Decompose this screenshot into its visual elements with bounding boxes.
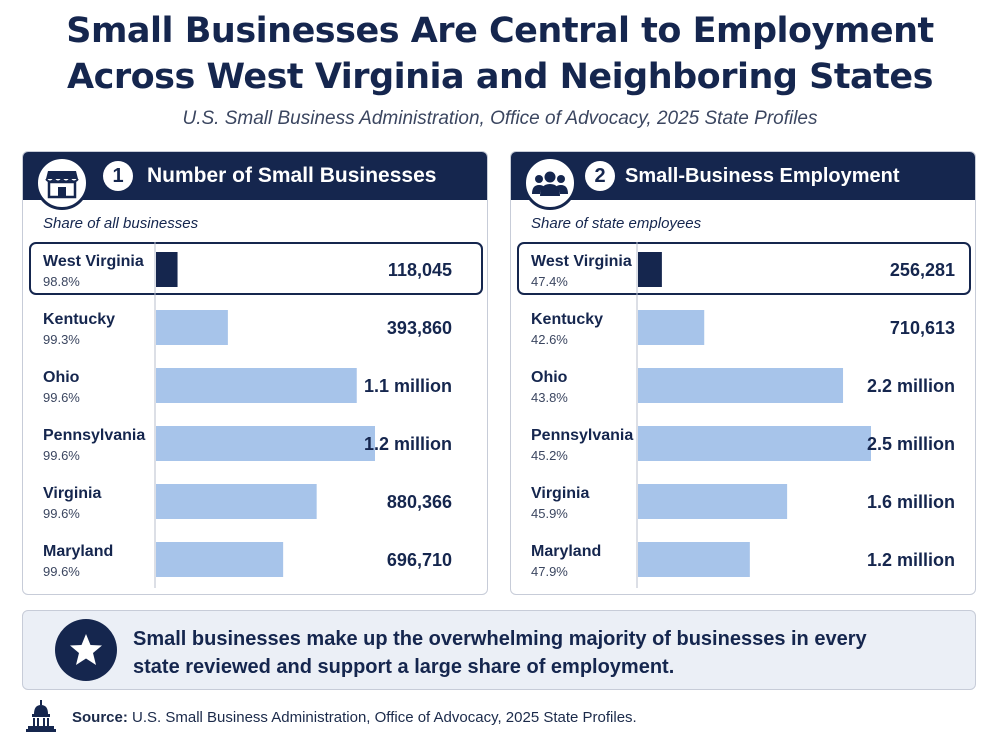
bar-virginia <box>638 484 788 519</box>
group-people-icon <box>523 156 577 210</box>
panel-subtitle: Share of state employees <box>531 215 702 232</box>
category-label: Kentucky <box>531 311 603 328</box>
bar-west-virginia <box>156 252 178 287</box>
title-line-1: Small Businesses Are Central to Employme… <box>66 11 934 51</box>
category-label: Maryland <box>531 543 601 560</box>
panel-subtitle: Share of all businesses <box>43 215 199 232</box>
title-line-2: Across West Virginia and Neighboring Sta… <box>67 57 933 97</box>
category-label: Virginia <box>43 485 101 502</box>
bar-virginia <box>156 484 317 519</box>
chart-small-business-employment: West Virginia 47.4% 256,281 Kentucky 42.6% 71… <box>531 242 955 588</box>
bar-ohio <box>156 368 357 403</box>
category-label: Ohio <box>531 369 568 386</box>
share-label: 99.6% <box>43 564 80 579</box>
callout-line-1: Small businesses make up the overwhelmin… <box>133 628 867 650</box>
category-label: Kentucky <box>43 311 115 328</box>
bar-maryland <box>156 542 284 577</box>
category-label: West Virginia <box>531 253 632 270</box>
share-label: 99.3% <box>43 332 80 347</box>
category-label: Ohio <box>43 369 80 386</box>
bar-pennsylvania <box>638 426 871 461</box>
value-label: 1.2 million <box>364 434 452 454</box>
highlight-frame <box>517 242 971 295</box>
callout-text: Small businesses make up the overwhelmin… <box>133 625 953 681</box>
capitol-building-icon <box>26 700 56 732</box>
value-label: 393,860 <box>387 318 452 338</box>
value-label: 1.6 million <box>867 492 955 512</box>
value-label: 2.2 million <box>867 376 955 396</box>
bar-kentucky <box>156 310 228 345</box>
value-label: 2.5 million <box>867 434 955 454</box>
category-label: Pennsylvania <box>43 427 145 444</box>
key-takeaway-callout: Small businesses make up the overwhelmin… <box>22 610 976 690</box>
share-label: 47.4% <box>531 274 568 289</box>
source-label: Source: <box>72 709 128 726</box>
star-icon <box>55 619 117 681</box>
panel-title: Number of Small Businesses <box>147 164 437 187</box>
value-label: 256,281 <box>890 260 955 280</box>
category-label: Maryland <box>43 543 113 560</box>
bar-pennsylvania <box>156 426 375 461</box>
bar-maryland <box>638 542 750 577</box>
panel-number-badge: 1 <box>103 161 133 191</box>
source-note: Source: U.S. Small Business Administrati… <box>72 709 637 726</box>
page-title: Small Businesses Are Central to Employme… <box>0 8 1000 100</box>
callout-line-2: state reviewed and support a large share… <box>133 656 675 678</box>
chart-number-of-small-businesses: West Virginia 98.8% 118,045 Kentucky 99.3% 39… <box>43 242 452 588</box>
bar-ohio <box>638 368 844 403</box>
value-label: 880,366 <box>387 492 452 512</box>
storefront-icon <box>35 156 89 210</box>
share-label: 98.8% <box>43 274 80 289</box>
panel-title: Small-Business Employment <box>625 165 900 187</box>
highlight-frame <box>29 242 483 295</box>
value-label: 1.1 million <box>364 376 452 396</box>
share-label: 99.6% <box>43 448 80 463</box>
category-label: West Virginia <box>43 253 144 270</box>
panel-small-business-employment: 2 Small-Business Employment Share of sta… <box>510 151 976 595</box>
panel-header <box>23 152 487 200</box>
value-label: 696,710 <box>387 550 452 570</box>
value-label: 1.2 million <box>867 550 955 570</box>
category-label: Virginia <box>531 485 589 502</box>
share-label: 99.6% <box>43 506 80 521</box>
share-label: 43.8% <box>531 390 568 405</box>
category-label: Pennsylvania <box>531 427 633 444</box>
share-label: 42.6% <box>531 332 568 347</box>
share-label: 99.6% <box>43 390 80 405</box>
share-label: 45.9% <box>531 506 568 521</box>
share-label: 47.9% <box>531 564 568 579</box>
value-label: 710,613 <box>890 318 955 338</box>
source-text: U.S. Small Business Administration, Offi… <box>132 709 637 726</box>
bar-west-virginia <box>638 252 662 287</box>
panel-number-badge: 2 <box>585 161 615 191</box>
share-label: 45.2% <box>531 448 568 463</box>
panel-number-of-small-businesses: 1 Number of Small Businesses Share of al… <box>22 151 488 595</box>
value-label: 118,045 <box>388 260 452 280</box>
bar-kentucky <box>638 310 705 345</box>
page-subtitle: U.S. Small Business Administration, Offi… <box>182 108 818 129</box>
